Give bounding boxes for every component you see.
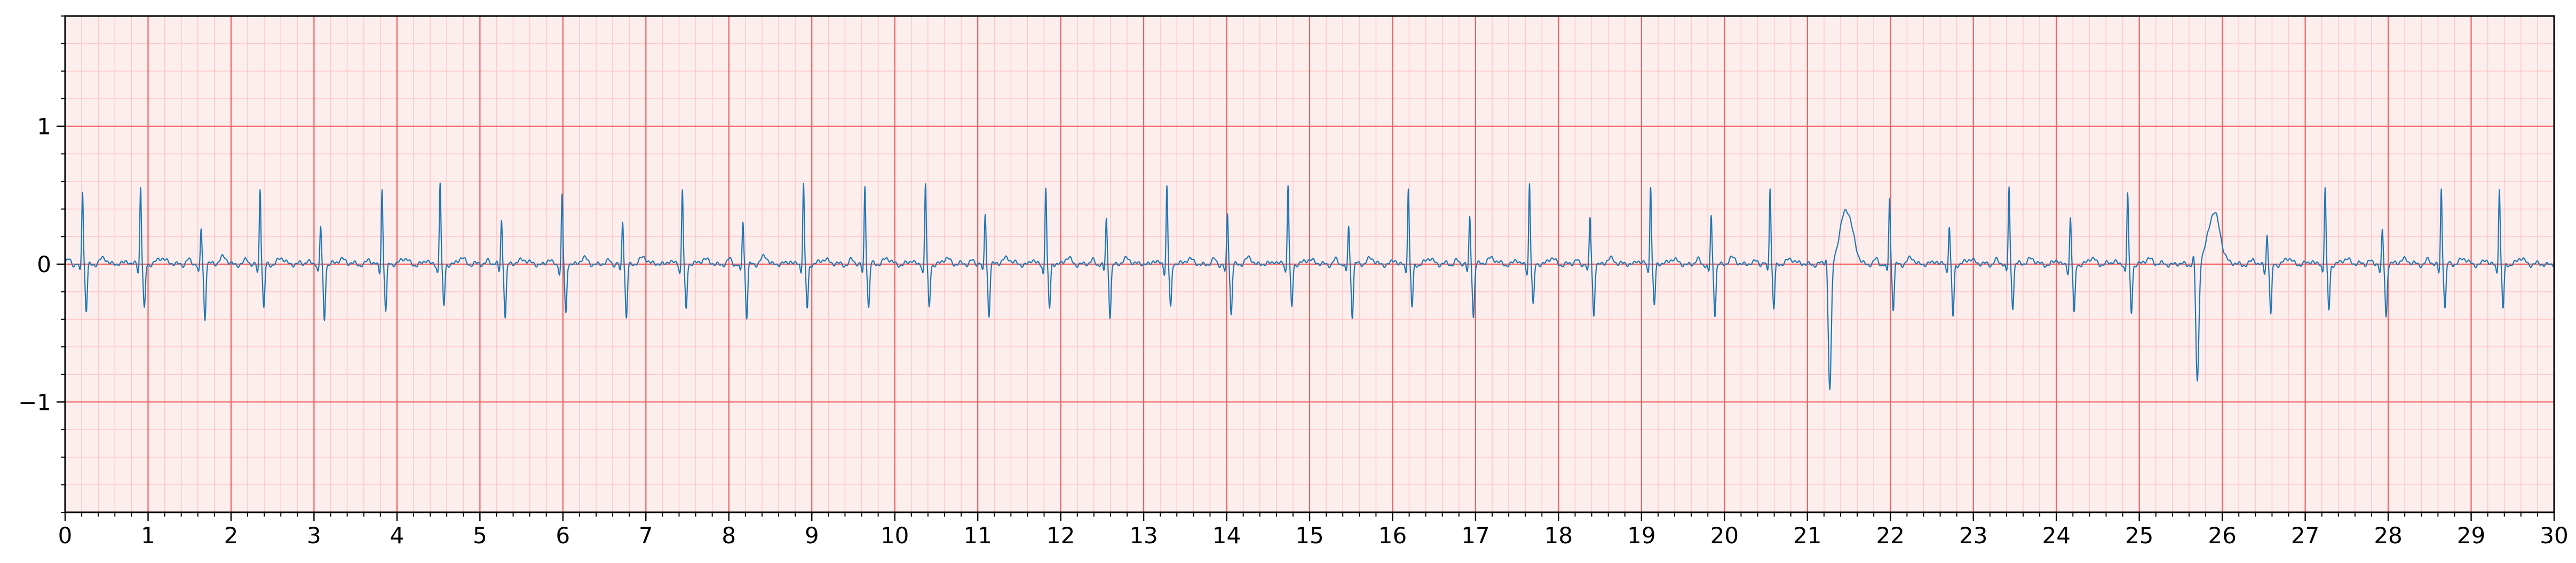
x-tick-label: 28: [2374, 522, 2402, 549]
x-tick-label: 19: [1627, 522, 1655, 549]
x-tick-label: 9: [805, 522, 819, 549]
x-tick-label: 10: [881, 522, 909, 549]
x-tick-label: 18: [1544, 522, 1573, 549]
y-tick-label: 0: [37, 251, 51, 277]
x-tick-label: 5: [473, 522, 487, 549]
x-tick-label: 2: [224, 522, 239, 549]
x-tick-label: 7: [639, 522, 653, 549]
x-tick-label: 6: [556, 522, 570, 549]
x-tick-label: 26: [2208, 522, 2236, 549]
ecg-trace: [64, 183, 2555, 391]
x-tick-label: 27: [2291, 522, 2319, 549]
x-tick-label: 17: [1461, 522, 1489, 549]
x-tick-label: 29: [2457, 522, 2485, 549]
y-tick-label: −1: [18, 389, 51, 415]
x-tick-label: 12: [1047, 522, 1075, 549]
x-tick-label: 15: [1295, 522, 1323, 549]
x-tick-label: 13: [1129, 522, 1158, 549]
x-tick-label: 4: [390, 522, 404, 549]
x-tick-label: 23: [1959, 522, 1987, 549]
x-tick-label: 16: [1378, 522, 1407, 549]
x-tick-label: 3: [307, 522, 321, 549]
x-tick-label: 20: [1710, 522, 1739, 549]
x-tick-label: 24: [2042, 522, 2070, 549]
x-tick-label: 8: [722, 522, 736, 549]
x-axis: 0 1 2 3 4 5 6 7 8 9 10 11 12 13 14 15 16 17 18 19 20 21 22 23 24…: [58, 512, 2569, 549]
y-tick-label: 1: [37, 114, 51, 140]
x-tick-label: 21: [1793, 522, 1821, 549]
x-tick-label: 1: [141, 522, 155, 549]
y-axis: −1 0 1: [18, 15, 65, 513]
x-tick-label: 22: [1876, 522, 1905, 549]
x-tick-label: 0: [58, 522, 73, 549]
x-tick-label: 14: [1212, 522, 1241, 549]
x-tick-label: 30: [2540, 522, 2568, 549]
x-tick-label: 25: [2125, 522, 2153, 549]
x-tick-label: 11: [963, 522, 992, 549]
